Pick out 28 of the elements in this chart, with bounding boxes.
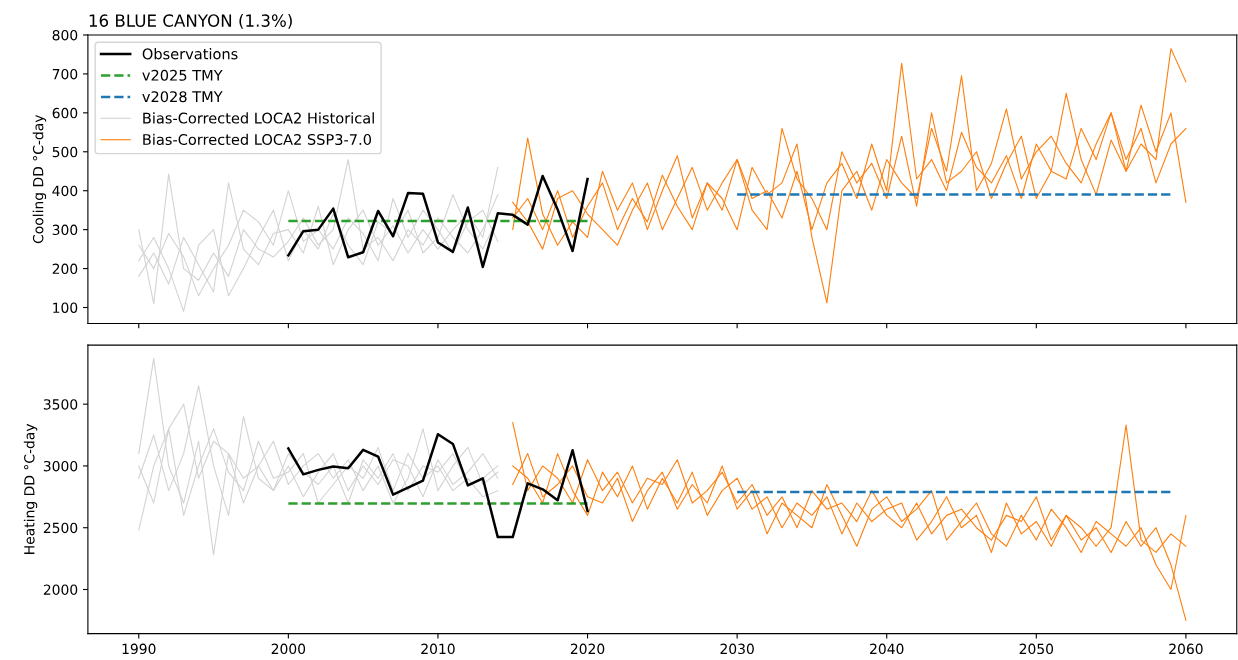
x-tick-label: 2050 (1019, 643, 1054, 655)
y-tick-label: 2000 (43, 584, 78, 595)
y-tick-label: 3500 (43, 399, 78, 410)
y-tick-label: 200 (52, 263, 78, 275)
legend-label: v2025 TMY (142, 69, 223, 81)
y-tick-label: 400 (52, 185, 78, 197)
x-tick-label: 2010 (421, 643, 455, 655)
y-axis-title: Cooling DD °C-day (32, 114, 47, 244)
y-axis-title: Heating DD °C-day (23, 423, 38, 554)
x-tick-label: 2040 (870, 643, 904, 655)
x-tick-label: 2060 (1169, 643, 1203, 655)
x-tick-label: 1990 (122, 643, 156, 655)
x-tick-label: 2000 (271, 643, 306, 655)
y-tick-label: 3000 (43, 460, 78, 472)
y-tick-label: 300 (52, 224, 78, 236)
legend-label: Bias-Corrected LOCA2 Historical (143, 112, 374, 124)
y-tick-label: 100 (53, 302, 78, 313)
y-tick-label: 700 (52, 68, 78, 80)
legend-label: Observations (142, 48, 238, 60)
y-tick-label: 500 (52, 146, 78, 158)
legend-label: Bias-Corrected LOCA2 SSP3-7.0 (143, 133, 372, 146)
x-tick-label: 2030 (720, 643, 754, 655)
y-tick-label: 600 (52, 107, 78, 119)
y-tick-label: 2500 (43, 522, 78, 534)
y-tick-label: 800 (52, 29, 78, 41)
chart-title: 16 BLUE CANYON (1.3%) (89, 14, 292, 29)
legend-label: v2028 TMY (142, 91, 223, 103)
x-tick-label: 2020 (570, 643, 605, 655)
